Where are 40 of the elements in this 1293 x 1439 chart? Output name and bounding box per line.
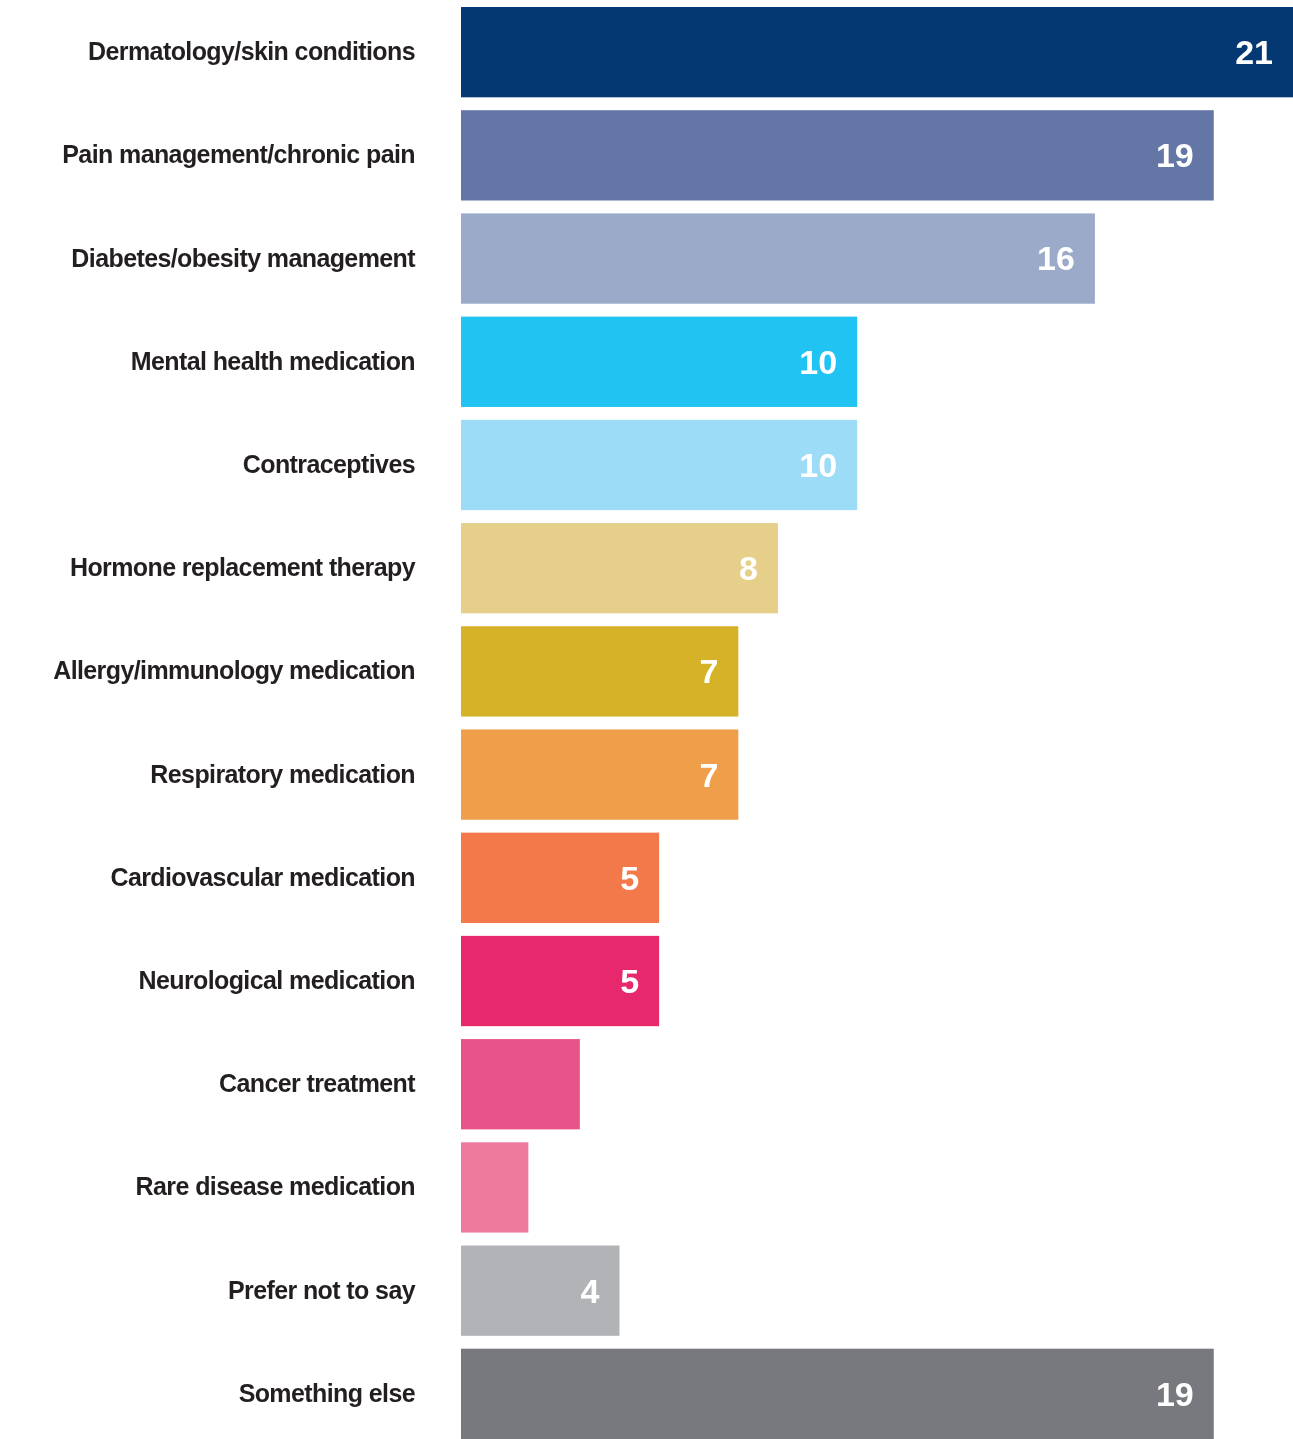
y-tick-label: Respiratory medication [150, 759, 415, 788]
y-tick-label: Contraceptives [242, 449, 415, 478]
bar [461, 832, 660, 923]
y-tick-label: Hormone replacement therapy [69, 553, 416, 582]
y-tick-label: Allergy/immunology medication [53, 656, 415, 685]
data-label: 5 [620, 961, 640, 1000]
data-label: 4 [580, 1271, 600, 1310]
y-tick-label: Prefer not to say [227, 1275, 416, 1304]
data-label: 16 [1037, 239, 1075, 278]
data-label: 7 [699, 755, 719, 794]
y-tick-label: Cancer treatment [218, 1069, 417, 1098]
data-label: 21 [1235, 33, 1273, 72]
bar [461, 419, 858, 511]
data-label: 10 [799, 342, 838, 381]
bar [461, 1039, 580, 1130]
bar [461, 523, 778, 614]
bar [461, 1348, 1214, 1439]
bar [461, 1142, 529, 1233]
bar [461, 1245, 620, 1336]
bar [461, 7, 1293, 98]
data-label: 7 [699, 652, 719, 691]
data-label: 5 [620, 858, 640, 897]
bar [461, 729, 739, 820]
y-tick-label: Cardiovascular medication [110, 862, 415, 891]
y-tick-label: Neurological medication [138, 966, 415, 995]
data-label: 19 [1155, 136, 1194, 175]
bar [461, 110, 1214, 201]
y-tick-label: Diabetes/obesity management [71, 243, 417, 272]
y-tick-label: Pain management/chronic pain [62, 140, 415, 169]
data-label: 8 [739, 549, 758, 588]
bar [461, 213, 1095, 304]
y-tick-label: Something else [238, 1378, 416, 1407]
bar [461, 935, 660, 1027]
y-tick-label: Dermatology/skin conditions [88, 37, 415, 66]
bar [461, 626, 739, 717]
data-label: 10 [799, 445, 838, 484]
y-tick-label: Rare disease medication [135, 1172, 415, 1201]
bar [461, 316, 858, 407]
data-label: 19 [1155, 1374, 1194, 1413]
y-tick-label: Mental health medication [130, 346, 415, 375]
